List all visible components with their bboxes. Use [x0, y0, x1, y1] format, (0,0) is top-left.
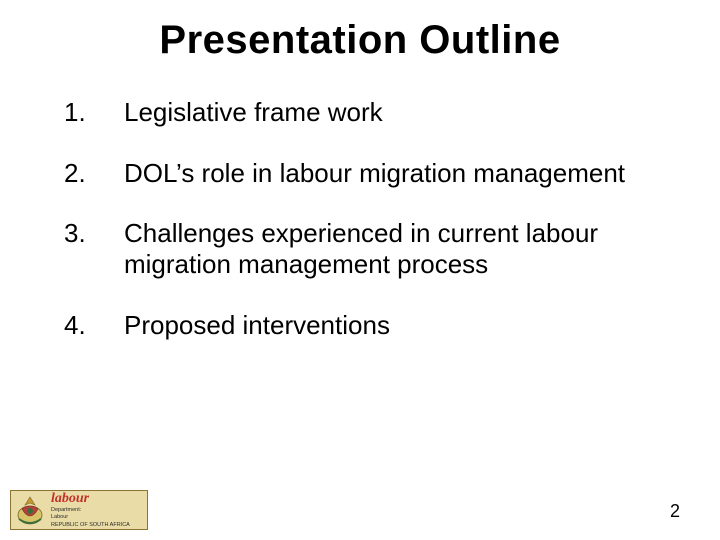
- outline-item: 4. Proposed interventions: [64, 310, 650, 341]
- slide-title: Presentation Outline: [40, 18, 680, 63]
- outline-item-text: DOL’s role in labour migration managemen…: [124, 158, 650, 189]
- outline-item-text: Legislative frame work: [124, 97, 650, 128]
- outline-item: 1. Legislative frame work: [64, 97, 650, 128]
- outline-item: 2. DOL’s role in labour migration manage…: [64, 158, 650, 189]
- page-number: 2: [670, 501, 680, 522]
- logo-subtext: REPUBLIC OF SOUTH AFRICA: [51, 523, 130, 529]
- outline-item-number: 4.: [64, 310, 124, 341]
- logo-subtext: Department:: [51, 508, 130, 514]
- outline-item: 3. Challenges experienced in current lab…: [64, 218, 650, 279]
- logo-subtext: Labour: [51, 515, 130, 521]
- slide: Presentation Outline 1. Legislative fram…: [0, 0, 720, 540]
- coat-of-arms-icon: [13, 493, 47, 527]
- outline-item-number: 2.: [64, 158, 124, 189]
- outline-item-text: Proposed interventions: [124, 310, 650, 341]
- logo-text: labour Department: Labour REPUBLIC OF SO…: [51, 492, 130, 529]
- outline-item-text: Challenges experienced in current labour…: [124, 218, 650, 279]
- outline-item-number: 3.: [64, 218, 124, 249]
- logo-brand-text: labour: [51, 492, 130, 506]
- outline-list: 1. Legislative frame work 2. DOL’s role …: [40, 97, 680, 340]
- outline-item-number: 1.: [64, 97, 124, 128]
- dept-labour-logo: labour Department: Labour REPUBLIC OF SO…: [10, 490, 148, 530]
